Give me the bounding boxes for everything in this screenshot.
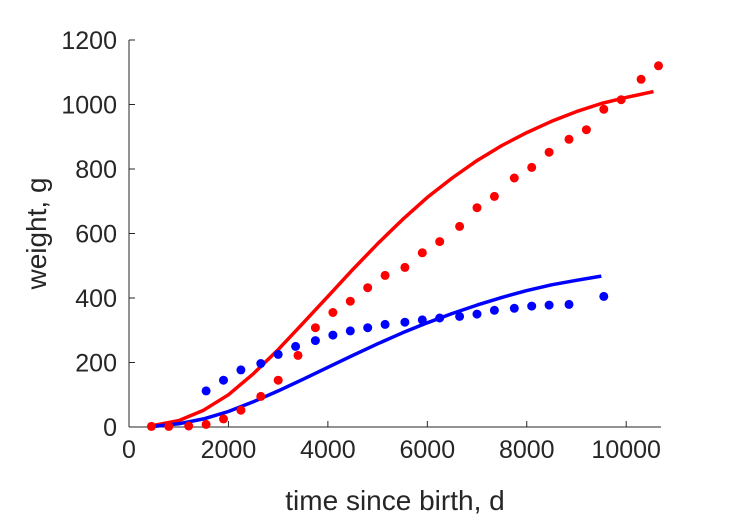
data-point — [455, 221, 465, 231]
y-axis-label: weight, g — [21, 177, 52, 290]
x-tick-label: 10000 — [591, 436, 661, 464]
data-point — [146, 421, 156, 431]
y-tick-label: 800 — [75, 156, 117, 184]
data-point — [527, 301, 537, 311]
data-point — [489, 191, 499, 201]
data-point — [599, 104, 609, 114]
data-point — [236, 365, 246, 375]
data-point — [636, 74, 646, 84]
data-point — [380, 319, 390, 329]
data-point — [400, 262, 410, 272]
x-tick-label: 8000 — [499, 436, 555, 464]
data-point — [291, 341, 301, 351]
data-point — [201, 386, 211, 396]
data-point — [564, 134, 574, 144]
data-point — [236, 405, 246, 415]
x-axis-label: time since birth, d — [285, 485, 504, 516]
data-point — [581, 125, 591, 135]
x-tick-label: 4000 — [300, 436, 356, 464]
data-point — [527, 162, 537, 172]
data-point — [328, 308, 338, 317]
data-point — [544, 300, 554, 310]
x-tick-label: 2000 — [201, 436, 257, 464]
data-point — [345, 326, 355, 336]
data-point — [273, 375, 283, 385]
y-tick-label: 200 — [75, 350, 117, 378]
y-tick-label: 400 — [75, 285, 117, 313]
data-point — [293, 350, 303, 360]
plot-lines — [153, 89, 654, 429]
data-point — [400, 317, 410, 327]
data-point — [509, 173, 519, 183]
ticks: 0 2000 4000 6000 8000 10000 0 200 400 600 800 1000 1… — [61, 27, 661, 464]
data-point — [201, 419, 211, 429]
data-point — [219, 414, 228, 424]
data-point — [417, 248, 427, 258]
data-point — [256, 359, 266, 368]
data-point — [616, 95, 626, 105]
x-tick-label: 0 — [122, 436, 136, 464]
data-point — [544, 147, 554, 157]
data-point — [328, 330, 338, 340]
y-tick-label: 600 — [75, 221, 117, 249]
data-point — [310, 323, 320, 333]
data-point — [509, 303, 519, 313]
data-point — [489, 305, 499, 315]
data-point — [654, 61, 663, 71]
data-point — [256, 391, 266, 401]
data-point — [472, 203, 482, 213]
x-tick-label: 6000 — [400, 436, 456, 464]
data-point — [455, 311, 465, 321]
data-point — [363, 283, 373, 293]
data-point — [417, 315, 427, 325]
data-point — [273, 349, 283, 359]
data-point — [345, 296, 355, 306]
plot-points — [146, 61, 663, 431]
data-point — [164, 421, 174, 431]
data-point — [184, 421, 194, 431]
data-point — [380, 270, 390, 280]
y-tick-label: 1000 — [61, 92, 117, 120]
axes — [128, 40, 661, 428]
data-point — [219, 375, 228, 385]
data-point — [472, 309, 482, 319]
series-line-2 — [153, 89, 654, 428]
data-point — [599, 291, 609, 301]
data-point — [564, 299, 574, 309]
data-point — [363, 323, 373, 333]
data-point — [435, 313, 445, 323]
y-tick-label: 1200 — [61, 27, 117, 55]
data-point — [435, 237, 445, 247]
y-tick-label: 0 — [103, 414, 117, 442]
series-line-3 — [153, 274, 602, 429]
data-point — [310, 336, 320, 346]
